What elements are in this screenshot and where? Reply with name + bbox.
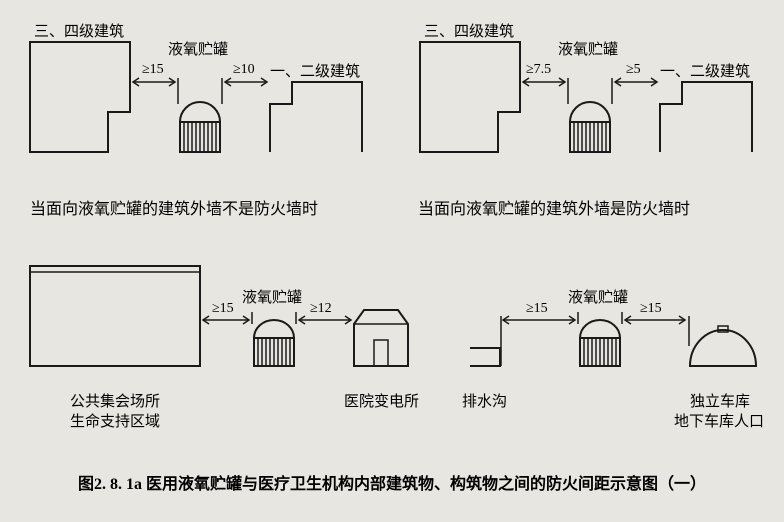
dim-right-value: ≥10 (233, 62, 255, 78)
tank-ticks (252, 312, 296, 324)
label-tank: 液氧贮罐 (568, 286, 628, 307)
label-left-2: 生命支持区域 (70, 410, 160, 431)
tank-icon (578, 320, 622, 366)
tank-icon (178, 102, 222, 152)
label-right-1: 独立车库 (690, 390, 750, 411)
tank-ticks (578, 312, 622, 324)
substation-icon (354, 310, 408, 366)
dim-left-value: ≥15 (526, 301, 548, 317)
label-left-building: 三、四级建筑 (34, 20, 124, 41)
right-tick (688, 316, 690, 346)
label-right: 医院变电所 (344, 390, 419, 411)
label-left-1: 公共集会场所 (70, 390, 160, 411)
dim-left (520, 78, 568, 86)
dim-right (622, 316, 688, 324)
scenario-1: 三、四级建筑 液氧贮罐 一、二级建筑 ≥15 ≥10 (30, 20, 370, 220)
drain-icon (470, 348, 500, 366)
caption-2: 当面向液氧贮罐的建筑外墙是防火墙时 (418, 195, 690, 219)
tank-icon (568, 102, 612, 152)
scenario-4: 液氧贮罐 ≥15 ≥15 排水沟 独立车库 地下车库人口 (440, 258, 770, 458)
label-left-building: 三、四级建筑 (424, 20, 514, 41)
label-right-building: 一、二级建筑 (660, 60, 750, 81)
right-building (660, 82, 752, 152)
label-tank: 液氧贮罐 (168, 38, 228, 59)
tank-ticks (178, 78, 222, 104)
dim-right-value: ≥12 (310, 301, 332, 317)
dim-right-value: ≥5 (626, 62, 641, 78)
caption-1: 当面向液氧贮罐的建筑外墙不是防火墙时 (30, 195, 318, 219)
label-right-building: 一、二级建筑 (270, 60, 360, 81)
dim-left-value: ≥15 (212, 301, 234, 317)
dim-right-value: ≥15 (640, 301, 662, 317)
label-left: 排水沟 (462, 390, 507, 411)
label-right-2: 地下车库人口 (674, 410, 764, 431)
label-tank: 液氧贮罐 (558, 38, 618, 59)
tank-icon (252, 320, 296, 366)
dim-right (612, 78, 660, 86)
right-building (270, 82, 362, 152)
dim-left (200, 316, 252, 324)
left-building (30, 42, 130, 152)
tank-ticks (568, 78, 612, 104)
dim-right (296, 316, 354, 324)
dim-left-value: ≥15 (142, 62, 164, 78)
scenario-3: 液氧贮罐 ≥15 ≥12 公共集会场所 生命支持区域 医院变电所 (30, 258, 410, 458)
left-building (420, 42, 520, 152)
figure-caption: 图2. 8. 1a 医用液氧贮罐与医疗卫生机构内部建筑物、构筑物之间的防火间距示… (0, 470, 784, 494)
dim-left (500, 316, 578, 324)
scenario-2: 三、四级建筑 液氧贮罐 一、二级建筑 ≥7.5 ≥5 (420, 20, 760, 220)
left-building (30, 266, 200, 366)
dim-left (130, 78, 178, 86)
label-tank: 液氧贮罐 (242, 286, 302, 307)
dim-right (222, 78, 270, 86)
dim-left-value: ≥7.5 (526, 62, 551, 78)
dome-icon (688, 326, 758, 366)
